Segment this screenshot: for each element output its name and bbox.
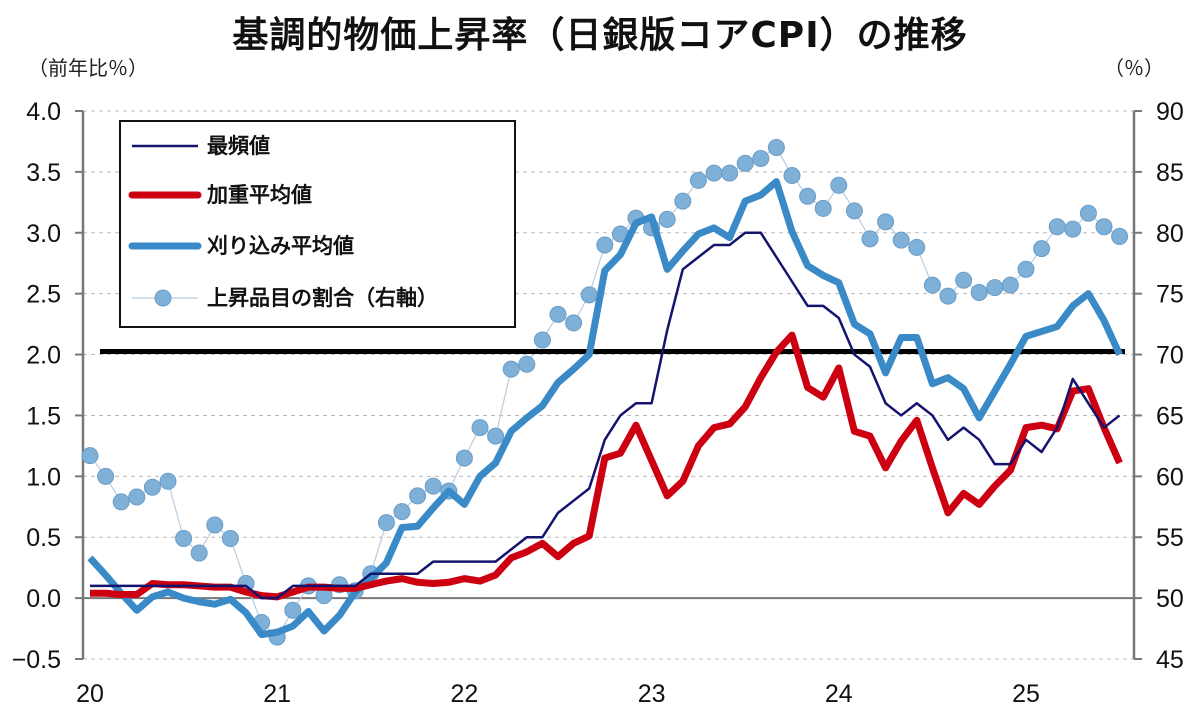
x-tick-label: 24 bbox=[825, 680, 853, 708]
share-marker bbox=[783, 167, 801, 185]
share-marker bbox=[284, 601, 302, 619]
share-marker bbox=[752, 149, 770, 167]
share-marker bbox=[658, 210, 676, 228]
share-marker bbox=[908, 238, 926, 256]
share-marker bbox=[175, 529, 193, 547]
left-tick-label: 1.0 bbox=[26, 463, 61, 491]
share-marker bbox=[689, 171, 707, 189]
left-tick-label: 2.0 bbox=[26, 342, 61, 370]
share-marker bbox=[1033, 240, 1051, 258]
left-tick-label: 4.0 bbox=[26, 98, 61, 126]
right-tick-label: 65 bbox=[1156, 402, 1184, 430]
share-marker bbox=[221, 529, 239, 547]
left-tick-label: 2.5 bbox=[26, 281, 61, 309]
share-marker bbox=[580, 286, 598, 304]
right-tick-label: 70 bbox=[1156, 342, 1184, 370]
share-marker bbox=[518, 355, 536, 373]
right-tick-label: 50 bbox=[1156, 585, 1184, 613]
x-tick-label: 25 bbox=[1012, 680, 1040, 708]
legend-label-share: 上昇品目の割合（右軸） bbox=[207, 286, 438, 310]
share-marker bbox=[814, 199, 832, 217]
x-tick-label: 23 bbox=[638, 680, 666, 708]
share-marker bbox=[81, 447, 99, 465]
share-marker bbox=[128, 488, 146, 506]
chart-title: 基調的物価上昇率（日銀版コアCPI）の推移 bbox=[232, 15, 968, 56]
share-marker bbox=[97, 467, 115, 485]
gridlines bbox=[83, 110, 1134, 660]
share-marker bbox=[143, 478, 161, 496]
share-marker bbox=[549, 305, 567, 323]
share-marker bbox=[705, 164, 723, 182]
share-marker bbox=[377, 514, 395, 532]
share-marker bbox=[799, 187, 817, 205]
share-marker bbox=[861, 230, 879, 248]
right-tick-label: 60 bbox=[1156, 463, 1184, 491]
trimmed-mean-line bbox=[87, 178, 1123, 639]
legend-label-trimmed: 刈り込み平均値 bbox=[207, 234, 354, 258]
share-marker bbox=[1017, 260, 1035, 278]
right-tick-label: 80 bbox=[1156, 220, 1184, 248]
share-marker bbox=[190, 544, 208, 562]
share-marker bbox=[1079, 204, 1097, 222]
share-marker bbox=[1095, 218, 1113, 236]
share-marker bbox=[393, 503, 411, 521]
tick-labels: 4.0 3.5 3.0 2.5 2.0 1.5 1.0 0.5 0.0 −0.5 90 85 80 75 7… bbox=[12, 98, 1184, 708]
share-marker bbox=[986, 279, 1004, 297]
share-marker bbox=[1064, 220, 1082, 238]
right-tick-label: 45 bbox=[1156, 646, 1184, 674]
share-marker bbox=[939, 287, 957, 305]
share-marker bbox=[1048, 218, 1066, 236]
right-tick-label: 55 bbox=[1156, 524, 1184, 552]
x-tick-label: 22 bbox=[450, 680, 478, 708]
share-marker bbox=[487, 427, 505, 445]
share-marker bbox=[455, 449, 473, 467]
x-tick-label: 21 bbox=[263, 680, 291, 708]
left-tick-label: 1.5 bbox=[26, 402, 61, 430]
share-marker bbox=[1111, 227, 1129, 245]
share-marker bbox=[845, 202, 863, 220]
share-marker bbox=[923, 276, 941, 294]
share-marker bbox=[877, 213, 895, 231]
share-marker bbox=[596, 236, 614, 254]
share-marker bbox=[674, 192, 692, 210]
left-tick-label: 0.0 bbox=[26, 585, 61, 613]
share-marker bbox=[565, 314, 583, 332]
share-marker bbox=[721, 164, 739, 182]
right-tick-label: 75 bbox=[1156, 281, 1184, 309]
share-marker bbox=[970, 283, 988, 301]
share-marker bbox=[955, 271, 973, 289]
share-marker bbox=[424, 477, 442, 495]
left-tick-label: 0.5 bbox=[26, 524, 61, 552]
legend-marker-share bbox=[154, 289, 172, 307]
legend-label-weighted: 加重平均値 bbox=[206, 183, 312, 207]
share-marker bbox=[533, 331, 551, 349]
share-marker bbox=[1001, 276, 1019, 294]
share-marker bbox=[471, 419, 489, 437]
share-marker bbox=[830, 176, 848, 194]
share-marker bbox=[892, 231, 910, 249]
legend-label-mode: 最頻値 bbox=[207, 134, 270, 158]
left-tick-label: 3.0 bbox=[26, 220, 61, 248]
share-marker bbox=[409, 487, 427, 505]
share-marker bbox=[767, 139, 785, 157]
share-marker bbox=[206, 516, 224, 534]
x-tick-label: 20 bbox=[76, 680, 104, 708]
share-marker bbox=[159, 472, 177, 490]
left-axis-unit: （前年比％） bbox=[28, 56, 148, 80]
right-tick-label: 90 bbox=[1156, 98, 1184, 126]
mode-line bbox=[90, 231, 1121, 600]
left-tick-label: 3.5 bbox=[26, 159, 61, 187]
weighted-mean-line bbox=[90, 331, 1123, 601]
left-tick-label: −0.5 bbox=[12, 646, 61, 674]
legend-box bbox=[119, 120, 516, 328]
right-axis-unit: （％） bbox=[1104, 56, 1164, 80]
share-marker bbox=[112, 493, 130, 511]
share-marker bbox=[502, 360, 520, 378]
series-layer bbox=[81, 139, 1129, 646]
right-tick-label: 85 bbox=[1156, 159, 1184, 187]
share-marker bbox=[736, 154, 754, 172]
legend: 最頻値 加重平均値 刈り込み平均値 上昇品目の割合（右軸） bbox=[119, 120, 516, 328]
